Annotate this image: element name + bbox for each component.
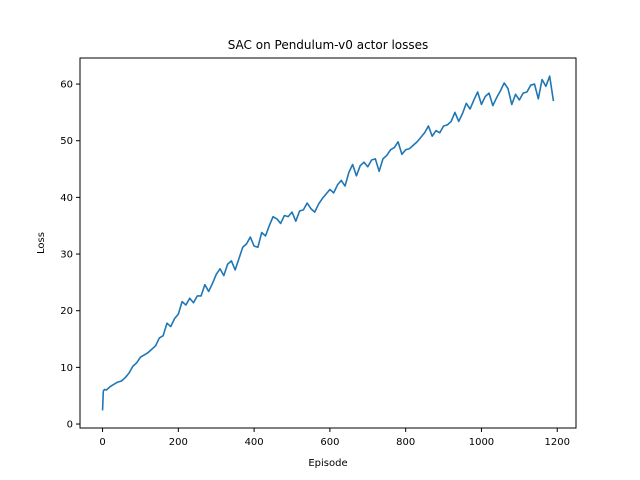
- x-tick-label: 1000: [469, 437, 494, 448]
- x-tick-label: 600: [320, 437, 339, 448]
- series-line: [101, 75, 555, 411]
- x-axis: 0 200 400 600 800 1000 1200: [99, 428, 570, 448]
- x-tick-label: 800: [396, 437, 415, 448]
- y-tick-label: 50: [60, 136, 73, 147]
- axes-frame: [79, 57, 577, 429]
- y-tick-label: 60: [60, 80, 73, 91]
- x-axis-label: Episode: [308, 458, 347, 469]
- x-tick-label: 400: [245, 437, 264, 448]
- plot-area: [101, 75, 555, 411]
- y-tick-label: 30: [60, 250, 73, 261]
- chart-title: SAC on Pendulum-v0 actor losses: [228, 38, 429, 52]
- x-tick-label: 1200: [545, 437, 570, 448]
- y-axis-label: Loss: [36, 232, 47, 254]
- y-tick-label: 10: [60, 363, 73, 374]
- x-tick-label: 0: [99, 437, 105, 448]
- y-axis: 0 10 20 30 40 50 60: [60, 80, 80, 431]
- x-tick-label: 200: [169, 437, 188, 448]
- y-tick-label: 20: [60, 306, 73, 317]
- y-tick-label: 40: [60, 193, 73, 204]
- y-tick-label: 0: [67, 420, 73, 431]
